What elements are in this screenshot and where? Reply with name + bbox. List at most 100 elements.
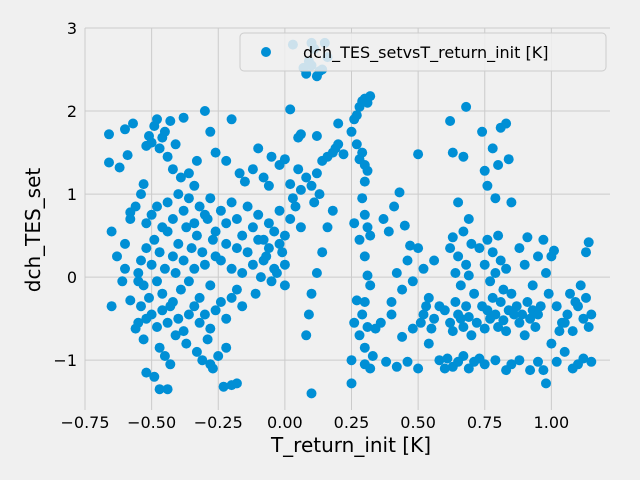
data-point — [226, 292, 237, 303]
data-point — [285, 214, 296, 224]
data-point — [258, 172, 269, 183]
data-point — [199, 106, 210, 116]
data-point — [463, 214, 474, 224]
data-point — [146, 309, 157, 320]
data-point — [106, 301, 117, 312]
data-point — [447, 326, 458, 337]
x-tick-label: −0.75 — [60, 413, 109, 432]
data-point — [559, 346, 570, 357]
data-point — [514, 355, 525, 366]
data-point — [501, 326, 512, 337]
x-axis-ticks: −0.75 −0.50 −0.25 0.00 0.25 0.50 0.75 1.00 — [60, 413, 569, 432]
data-point — [511, 301, 522, 312]
data-point — [362, 322, 373, 332]
data-point — [285, 179, 296, 190]
data-point — [381, 356, 392, 367]
data-point — [104, 157, 114, 168]
data-point — [397, 331, 408, 342]
y-axis-ticks: −1 0 1 2 3 — [53, 19, 77, 370]
data-point — [447, 147, 458, 158]
y-tick-label: 2 — [67, 102, 77, 121]
data-point — [487, 247, 498, 258]
data-point — [586, 356, 597, 367]
data-point — [247, 259, 258, 270]
data-point — [570, 297, 581, 307]
data-point — [194, 292, 205, 303]
data-point — [509, 309, 520, 320]
data-point — [378, 214, 389, 224]
data-point — [522, 297, 533, 307]
data-point — [221, 238, 232, 249]
data-point — [290, 201, 301, 212]
data-point — [152, 114, 162, 125]
data-point — [463, 312, 474, 322]
scatter-points — [104, 37, 597, 399]
data-point — [349, 218, 360, 229]
y-tick-label: 1 — [67, 185, 77, 204]
data-point — [359, 209, 370, 220]
data-point — [498, 284, 509, 295]
data-point — [311, 168, 322, 179]
data-point — [439, 305, 450, 316]
data-point — [346, 378, 357, 389]
data-point — [391, 268, 402, 278]
data-point — [106, 226, 117, 237]
data-point — [463, 363, 474, 374]
data-point — [418, 309, 429, 320]
data-point — [495, 297, 506, 307]
data-point — [205, 359, 216, 370]
data-point — [359, 342, 370, 353]
data-point — [407, 276, 418, 287]
data-point — [199, 209, 210, 220]
data-point — [295, 184, 306, 195]
data-point — [413, 243, 424, 254]
data-point — [167, 164, 178, 175]
y-tick-label: 3 — [67, 19, 77, 38]
data-point — [407, 323, 418, 334]
data-point — [567, 363, 578, 374]
data-point — [533, 251, 543, 262]
data-point — [423, 338, 434, 349]
data-point — [173, 189, 184, 200]
data-point — [210, 226, 221, 237]
data-point — [205, 323, 216, 334]
data-point — [493, 230, 504, 241]
data-point — [445, 243, 456, 254]
data-point — [551, 356, 562, 367]
data-point — [333, 139, 344, 150]
data-point — [122, 150, 133, 161]
data-point — [317, 247, 328, 258]
data-point — [506, 197, 517, 208]
data-point — [175, 284, 186, 295]
data-point — [218, 381, 229, 392]
data-point — [152, 322, 162, 332]
data-point — [578, 313, 589, 324]
data-point — [306, 288, 317, 299]
data-point — [146, 259, 157, 270]
data-point — [447, 361, 458, 372]
data-point — [306, 180, 317, 191]
data-point — [253, 234, 264, 245]
data-point — [333, 118, 344, 129]
data-point — [112, 251, 122, 262]
data-point — [239, 176, 250, 187]
data-point — [533, 356, 543, 367]
data-point — [178, 326, 189, 337]
data-point — [287, 193, 298, 204]
data-point — [447, 232, 458, 243]
data-point — [338, 149, 349, 160]
data-point — [189, 218, 200, 229]
data-point — [293, 164, 304, 175]
data-point — [519, 259, 530, 270]
data-point — [485, 276, 496, 287]
data-point — [120, 238, 130, 249]
data-point — [271, 268, 282, 278]
data-point — [581, 292, 591, 303]
y-tick-label: −1 — [53, 351, 77, 370]
data-point — [357, 193, 368, 204]
data-point — [501, 118, 512, 129]
data-point — [120, 263, 130, 274]
data-point — [506, 288, 517, 299]
data-point — [421, 301, 432, 312]
data-point — [274, 205, 285, 216]
